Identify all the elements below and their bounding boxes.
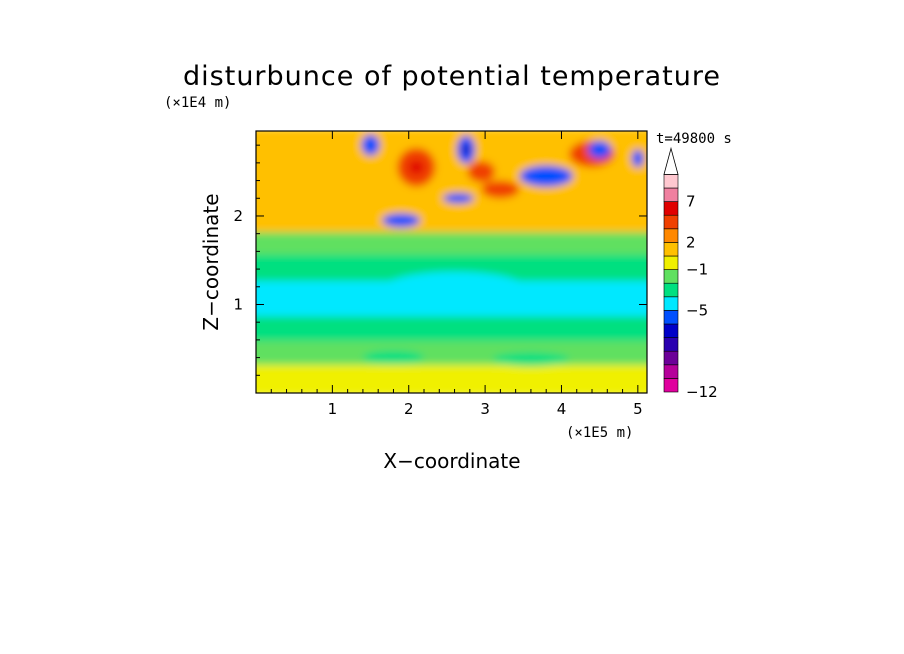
field-feature — [378, 271, 531, 311]
x-tick-label: 2 — [404, 400, 414, 418]
x-axis: 1 2 3 4 5 — [270, 131, 643, 418]
colorbar-label: 7 — [686, 193, 696, 211]
field-feature — [467, 161, 496, 183]
y-tick-label: 1 — [233, 295, 243, 313]
colorbar-swatch — [663, 337, 679, 352]
field-feature — [382, 213, 421, 228]
colorbar-swatch — [663, 228, 679, 243]
field-feature — [408, 160, 425, 175]
colorbar-swatch — [663, 255, 679, 270]
colorbar-swatch — [663, 282, 679, 298]
x-tick-label: 1 — [328, 400, 338, 418]
colorbar-label: −5 — [686, 301, 708, 319]
y-axis-title: Z−coordinate — [199, 193, 223, 330]
x-unit-label: (×1E5 m) — [566, 425, 633, 441]
x-tick-label: 5 — [633, 400, 643, 418]
y-tick-label: 2 — [233, 207, 243, 225]
time-label: t=49800 s — [656, 131, 732, 147]
colorbar-swatch — [663, 201, 679, 216]
x-tick-label: 3 — [480, 400, 490, 418]
colorbar-label: −12 — [686, 383, 718, 401]
field-feature — [481, 180, 520, 199]
colorbar-label: −1 — [686, 261, 708, 279]
field-feature — [361, 134, 380, 156]
x-tick-label: 4 — [557, 400, 567, 418]
colorbar-swatch — [663, 378, 679, 393]
chart-title: disturbunce of potential temperature — [183, 61, 721, 92]
field-feature — [462, 144, 470, 155]
colorbar-swatch — [663, 242, 679, 257]
colorbar-swatch — [663, 214, 679, 230]
y-axis: 12 — [233, 144, 647, 376]
colorbar-swatch — [663, 187, 679, 202]
colorbar-swatch — [663, 350, 679, 366]
field-feature — [492, 352, 570, 367]
colorbar-swatch — [663, 296, 679, 311]
colorbar-label: 2 — [686, 233, 696, 251]
field-feature — [631, 149, 644, 168]
colorbar-swatch — [663, 364, 679, 379]
field-feature — [519, 165, 573, 187]
plot-area — [256, 131, 647, 393]
x-axis-title: X−coordinate — [383, 449, 520, 473]
colorbar-swatch — [663, 174, 679, 189]
colorbar-extend-arrow — [663, 146, 679, 175]
field-feature — [588, 140, 612, 159]
y-unit-label: (×1E4 m) — [164, 95, 231, 111]
field-feature — [443, 192, 474, 204]
colorbar-swatch — [663, 323, 679, 338]
plot-frame — [255, 130, 648, 394]
colorbar: −12−5−127 — [663, 146, 718, 401]
colorbar-swatch — [663, 310, 679, 325]
field-feature — [362, 350, 425, 365]
colorbar-swatch — [663, 269, 679, 284]
